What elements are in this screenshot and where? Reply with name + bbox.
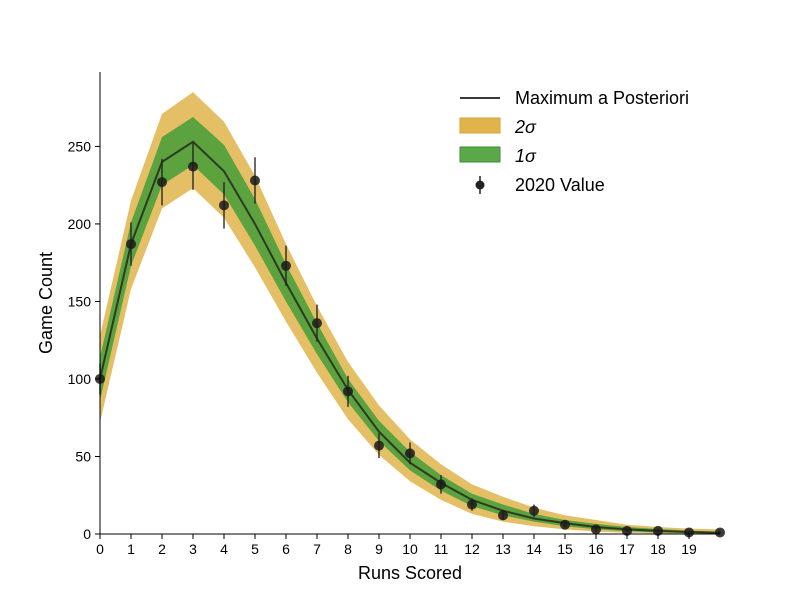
x-tick-label: 16 xyxy=(588,541,604,557)
x-tick-label: 18 xyxy=(650,541,666,557)
data-point xyxy=(126,239,136,250)
data-point xyxy=(498,510,508,521)
tick-labels: 0 1 2 3 4 5 6 7 8 9 10 11 12 13 14 15 16 17 18 190501001502… xyxy=(68,138,697,557)
x-tick-label: 11 xyxy=(434,541,449,557)
x-tick-label: 10 xyxy=(402,541,418,557)
x-tick-label: 13 xyxy=(495,541,511,557)
legend-label-1sigma: 1σ xyxy=(515,146,537,166)
band-1sigma xyxy=(100,116,720,534)
data-point xyxy=(281,260,291,271)
y-tick-label: 100 xyxy=(68,371,92,387)
legend-label-map: Maximum a Posteriori xyxy=(515,88,689,108)
x-tick-label: 15 xyxy=(557,541,573,557)
x-tick-label: 19 xyxy=(681,541,697,557)
legend-swatch-2sigma xyxy=(459,117,501,134)
y-axis-label: Game Count xyxy=(36,252,56,354)
data-point xyxy=(157,177,167,188)
x-tick-label: 17 xyxy=(619,541,635,557)
legend: Maximum a Posteriori 2σ 1σ 2020 Value xyxy=(459,88,689,195)
y-tick-label: 200 xyxy=(68,216,92,232)
data-point xyxy=(684,527,694,538)
data-point xyxy=(343,386,353,397)
x-tick-label: 8 xyxy=(344,541,352,557)
x-tick-label: 3 xyxy=(189,541,197,557)
legend-label-2020: 2020 Value xyxy=(515,175,605,195)
x-tick-label: 7 xyxy=(313,541,321,557)
y-tick-label: 250 xyxy=(68,138,92,154)
y-tick-label: 0 xyxy=(83,526,91,542)
data-point xyxy=(560,519,570,530)
data-point xyxy=(219,200,229,211)
x-tick-label: 14 xyxy=(526,541,542,557)
legend-label-2sigma: 2σ xyxy=(514,117,537,137)
legend-swatch-1sigma xyxy=(459,146,501,163)
x-tick-label: 4 xyxy=(220,541,228,557)
data-point xyxy=(312,318,322,329)
data-point xyxy=(374,440,384,451)
data-point xyxy=(188,161,198,172)
y-tick-label: 50 xyxy=(75,448,91,464)
x-axis-label: Runs Scored xyxy=(358,563,462,583)
data-point xyxy=(715,527,725,538)
data-point xyxy=(622,525,632,536)
y-tick-label: 150 xyxy=(68,293,92,309)
data-point xyxy=(250,175,260,186)
data-point xyxy=(653,525,663,536)
legend-swatch-point xyxy=(475,180,485,190)
x-tick-label: 1 xyxy=(127,541,135,557)
x-tick-label: 2 xyxy=(158,541,166,557)
x-tick-label: 6 xyxy=(282,541,290,557)
data-point xyxy=(529,505,539,516)
x-tick-label: 9 xyxy=(375,541,383,557)
data-point xyxy=(405,448,415,459)
observed-points-layer xyxy=(95,143,725,538)
x-tick-label: 0 xyxy=(96,541,104,557)
x-tick-label: 12 xyxy=(464,541,480,557)
data-point xyxy=(467,499,477,510)
data-point xyxy=(436,479,446,490)
data-point xyxy=(591,524,601,535)
x-tick-label: 5 xyxy=(251,541,259,557)
